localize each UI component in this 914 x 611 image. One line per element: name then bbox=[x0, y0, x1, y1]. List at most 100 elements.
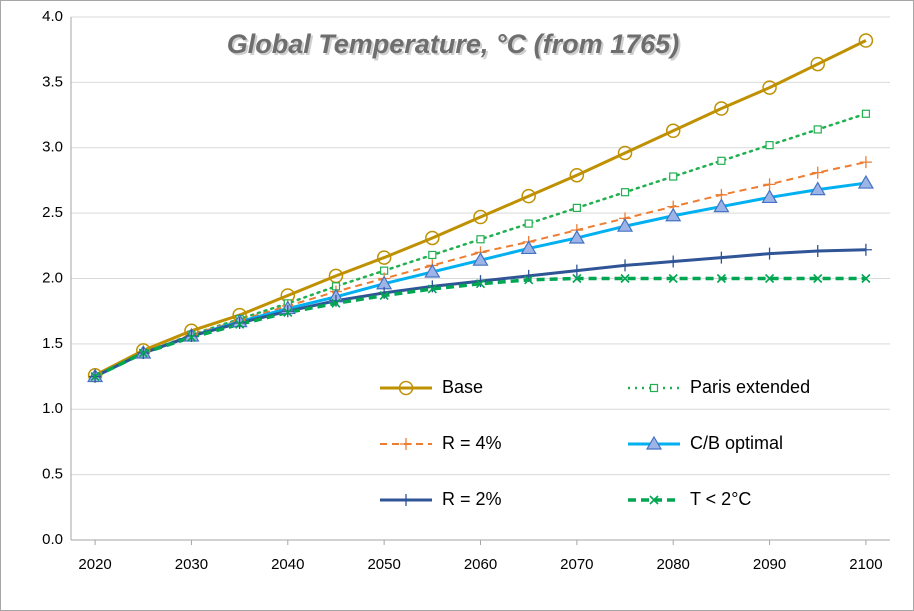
data-point bbox=[428, 250, 437, 260]
data-point bbox=[426, 280, 439, 293]
data-point bbox=[714, 101, 729, 116]
data-point bbox=[281, 305, 294, 318]
legend-label: C/B optimal bbox=[690, 433, 783, 453]
data-point bbox=[813, 125, 822, 134]
data-point bbox=[669, 172, 678, 181]
data-point bbox=[473, 209, 488, 225]
data-point bbox=[572, 273, 582, 284]
data-point bbox=[90, 371, 100, 382]
chart-title-shadow: Global Temperature, °C (from 1765) bbox=[229, 31, 681, 61]
data-point bbox=[764, 273, 775, 284]
data-point bbox=[717, 156, 726, 165]
data-point bbox=[809, 181, 826, 196]
data-point bbox=[476, 235, 485, 244]
data-point bbox=[617, 145, 633, 161]
y-tick-label: 0.5 bbox=[42, 466, 63, 483]
series-line bbox=[94, 276, 866, 379]
series-line bbox=[94, 39, 867, 377]
data-point bbox=[811, 166, 824, 179]
data-point bbox=[810, 56, 825, 72]
data-point bbox=[524, 275, 534, 285]
x-tick-label: 2020 bbox=[78, 556, 111, 573]
y-tick-label: 1.5 bbox=[42, 335, 63, 352]
data-point bbox=[185, 330, 198, 343]
data-point bbox=[713, 198, 730, 213]
y-tick-label: 1.0 bbox=[42, 400, 63, 417]
data-point bbox=[138, 348, 148, 358]
data-point bbox=[378, 286, 391, 299]
x-tick-label: 2060 bbox=[464, 556, 497, 573]
data-point bbox=[859, 243, 872, 256]
data-point bbox=[283, 307, 293, 318]
legend-label: R = 4% bbox=[442, 433, 502, 453]
x-tick-label: 2070 bbox=[560, 556, 593, 573]
data-point bbox=[668, 273, 678, 284]
data-point bbox=[813, 273, 823, 284]
y-tick-label: 0.0 bbox=[42, 531, 63, 548]
y-tick-label: 3.5 bbox=[42, 73, 63, 90]
data-point bbox=[331, 298, 341, 308]
legend-label: Paris extended bbox=[690, 377, 810, 397]
data-point bbox=[716, 273, 726, 284]
data-point bbox=[569, 167, 585, 183]
data-point bbox=[425, 230, 440, 246]
data-point bbox=[235, 319, 245, 329]
data-point bbox=[620, 273, 630, 284]
data-point bbox=[568, 229, 585, 244]
data-point bbox=[521, 188, 536, 204]
x-tick-label: 2050 bbox=[367, 556, 400, 573]
legend-label: T < 2°C bbox=[690, 489, 751, 509]
x-tick-label: 2030 bbox=[175, 556, 208, 573]
data-point bbox=[520, 240, 537, 255]
x-tick-label: 2100 bbox=[849, 556, 882, 573]
data-point bbox=[861, 273, 871, 284]
legend-marker bbox=[400, 494, 412, 506]
data-point bbox=[233, 316, 246, 329]
data-point bbox=[665, 123, 681, 139]
data-point bbox=[765, 141, 774, 150]
legend-marker bbox=[400, 438, 412, 450]
legend-marker bbox=[398, 380, 414, 396]
data-point bbox=[376, 250, 392, 265]
data-point bbox=[861, 109, 871, 118]
data-point bbox=[859, 156, 872, 169]
data-point bbox=[524, 219, 533, 228]
data-point bbox=[572, 203, 581, 212]
data-point bbox=[616, 218, 634, 232]
data-point bbox=[474, 275, 487, 288]
data-point bbox=[379, 290, 389, 301]
legend-label: R = 2% bbox=[442, 489, 502, 509]
x-tick-label: 2040 bbox=[271, 556, 304, 573]
data-point bbox=[761, 189, 778, 204]
data-point bbox=[857, 174, 874, 189]
data-point bbox=[472, 252, 489, 266]
y-tick-label: 3.0 bbox=[42, 139, 63, 156]
data-point bbox=[811, 245, 824, 258]
legend-marker bbox=[645, 435, 663, 450]
data-point bbox=[763, 178, 776, 191]
data-point bbox=[763, 247, 776, 260]
chart-title: Global Temperature, °C (from 1765) bbox=[227, 29, 679, 59]
legend-marker bbox=[649, 495, 659, 505]
data-point bbox=[570, 264, 583, 277]
data-point bbox=[619, 259, 632, 272]
data-point bbox=[858, 33, 874, 48]
x-tick-label: 2090 bbox=[753, 556, 786, 573]
y-tick-label: 2.0 bbox=[42, 269, 63, 286]
data-point bbox=[665, 207, 682, 222]
legend-marker bbox=[649, 383, 659, 393]
data-point bbox=[427, 284, 437, 294]
data-point bbox=[186, 332, 197, 342]
data-point bbox=[620, 188, 630, 197]
legend-label: Base bbox=[442, 377, 483, 397]
y-tick-label: 2.5 bbox=[42, 204, 63, 221]
data-point bbox=[762, 80, 777, 95]
data-point bbox=[667, 255, 680, 268]
data-point bbox=[475, 279, 486, 289]
y-tick-label: 4.0 bbox=[42, 8, 63, 25]
data-point bbox=[424, 263, 441, 278]
data-point bbox=[715, 251, 728, 264]
data-point bbox=[329, 294, 342, 307]
